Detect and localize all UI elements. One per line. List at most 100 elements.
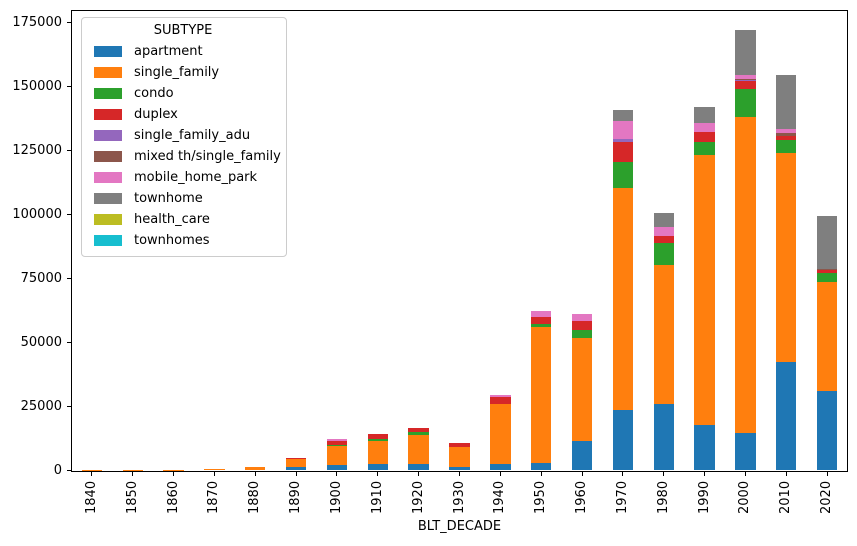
y-tick-mark bbox=[67, 406, 71, 408]
x-tick-mark bbox=[132, 471, 134, 476]
x-tick-mark bbox=[785, 471, 787, 476]
x-axis-label: BLT_DECADE bbox=[417, 518, 502, 534]
bar-segment-apartment-1960 bbox=[571, 441, 593, 471]
y-tick-mark bbox=[67, 278, 71, 280]
bar-segment-duplex-1950 bbox=[530, 316, 552, 325]
bar-segment-condo-1990 bbox=[694, 141, 715, 156]
bar-segment-apartment-2020 bbox=[816, 391, 838, 471]
legend-label: townhomes bbox=[134, 233, 210, 248]
x-tick-label: 1940 bbox=[492, 480, 508, 514]
bar-segment-mobile-home-park-1960 bbox=[571, 314, 593, 321]
bar-segment-mobile-home-park-2010 bbox=[776, 129, 797, 133]
x-tick-label: 1860 bbox=[165, 480, 181, 514]
legend-item: apartment bbox=[88, 41, 278, 62]
bar-segment-condo-2000 bbox=[735, 89, 756, 118]
x-tick-label: 1930 bbox=[451, 480, 467, 514]
bar-segment-apartment-2000 bbox=[735, 432, 756, 471]
bar-segment-single-family-1860 bbox=[163, 469, 184, 471]
x-tick-label: 1900 bbox=[328, 480, 344, 514]
y-tick-label: 0 bbox=[53, 462, 62, 478]
bar-segment-mixed-th-single-family-2020 bbox=[816, 268, 838, 271]
legend-swatch-icon bbox=[94, 151, 122, 162]
x-tick-mark bbox=[622, 471, 624, 476]
x-tick-mark bbox=[254, 471, 256, 476]
bar-segment-duplex-1990 bbox=[694, 131, 715, 142]
legend-swatch-icon bbox=[94, 88, 122, 99]
bar-segment-duplex-2010 bbox=[776, 135, 797, 140]
bar-segment-duplex-2000 bbox=[735, 81, 756, 90]
bar-segment-apartment-1890 bbox=[285, 467, 307, 471]
legend-swatch-icon bbox=[94, 109, 122, 120]
bar-segment-single-family-2000 bbox=[735, 117, 756, 433]
bar-segment-apartment-1990 bbox=[694, 424, 715, 471]
x-tick-mark bbox=[663, 471, 665, 476]
bar-segment-condo-1920 bbox=[408, 432, 429, 435]
x-tick-mark bbox=[581, 471, 583, 476]
bar-segment-single-family-1960 bbox=[571, 338, 593, 442]
legend-swatch-icon bbox=[94, 193, 122, 204]
x-tick-label: 1870 bbox=[206, 480, 222, 514]
bar-segment-duplex-1960 bbox=[571, 320, 593, 331]
bar-segment-apartment-1980 bbox=[653, 404, 674, 471]
bar-segment-single-family-1930 bbox=[449, 446, 470, 467]
legend-item: townhome bbox=[88, 188, 278, 209]
bar-segment-duplex-1930 bbox=[449, 443, 470, 447]
bar-segment-mobile-home-park-1900 bbox=[326, 438, 348, 442]
x-tick-mark bbox=[91, 471, 93, 476]
x-tick-label: 1960 bbox=[574, 480, 590, 514]
x-tick-mark bbox=[213, 471, 215, 476]
bar-segment-apartment-1900 bbox=[326, 464, 348, 471]
bar-segment-condo-2010 bbox=[776, 139, 797, 153]
y-tick-label: 125000 bbox=[12, 142, 62, 158]
bar-segment-townhome-2000 bbox=[735, 30, 756, 75]
bar-segment-mobile-home-park-1950 bbox=[530, 311, 552, 317]
bar-segment-townhome-1990 bbox=[694, 107, 715, 124]
legend-swatch-icon bbox=[94, 67, 122, 78]
bar-segment-apartment-1920 bbox=[408, 463, 429, 471]
bar-segment-single-family-1880 bbox=[245, 467, 266, 471]
legend-label: single_family_adu bbox=[134, 128, 251, 143]
legend-label: duplex bbox=[134, 107, 178, 122]
legend: SUBTYPE apartment single_family condo duple… bbox=[81, 17, 287, 257]
y-tick-mark bbox=[67, 214, 71, 216]
bar-segment-single-family-1980 bbox=[653, 264, 674, 405]
bar-segment-mobile-home-park-1990 bbox=[694, 123, 715, 132]
legend-item: mixed th/single_family bbox=[88, 146, 281, 167]
bar-segment-mobile-home-park-1980 bbox=[653, 226, 674, 237]
bar-segment-apartment-2010 bbox=[776, 361, 797, 471]
x-tick-mark bbox=[459, 471, 460, 476]
bar-segment-single-family-1890 bbox=[285, 459, 307, 468]
bar-segment-duplex-1900 bbox=[326, 441, 348, 446]
bar-segment-townhome-1970 bbox=[612, 109, 634, 121]
legend-item: single_family_adu bbox=[88, 125, 278, 146]
legend-label: apartment bbox=[134, 44, 203, 59]
bar-segment-single-family-1950 bbox=[530, 326, 552, 463]
bar-segment-mobile-home-park-1940 bbox=[490, 395, 511, 397]
legend-item: health_care bbox=[88, 209, 278, 230]
bar-segment-single-family-1870 bbox=[204, 468, 225, 471]
bar-segment-single-family-2020 bbox=[816, 282, 838, 392]
bar-segment-mobile-home-park-2000 bbox=[735, 74, 756, 80]
bar-segment-single-family-1940 bbox=[490, 404, 511, 464]
bar-segment-duplex-1980 bbox=[653, 236, 674, 244]
bar-segment-single-family-2010 bbox=[776, 152, 797, 362]
y-tick-label: 75000 bbox=[20, 270, 62, 286]
legend-label: health_care bbox=[134, 212, 210, 227]
legend-swatch-icon bbox=[94, 172, 122, 183]
legend-label: single_family bbox=[134, 65, 220, 80]
x-tick-label: 1910 bbox=[369, 480, 385, 514]
bar-segment-single-family-adu-2000 bbox=[735, 80, 756, 82]
bar-segment-single-family-1900 bbox=[326, 445, 348, 465]
bar-segment-duplex-1970 bbox=[612, 142, 634, 162]
x-tick-mark bbox=[418, 471, 420, 476]
bar-segment-mixed-th-single-family-2000 bbox=[735, 79, 756, 81]
x-tick-mark bbox=[540, 471, 542, 476]
x-tick-label: 1850 bbox=[124, 480, 140, 514]
x-tick-label: 2020 bbox=[819, 480, 835, 514]
legend-item: condo bbox=[88, 83, 278, 104]
y-tick-mark bbox=[67, 22, 71, 24]
y-tick-label: 150000 bbox=[12, 78, 62, 94]
x-tick-mark bbox=[336, 471, 338, 476]
bar-segment-duplex-1940 bbox=[490, 396, 511, 405]
